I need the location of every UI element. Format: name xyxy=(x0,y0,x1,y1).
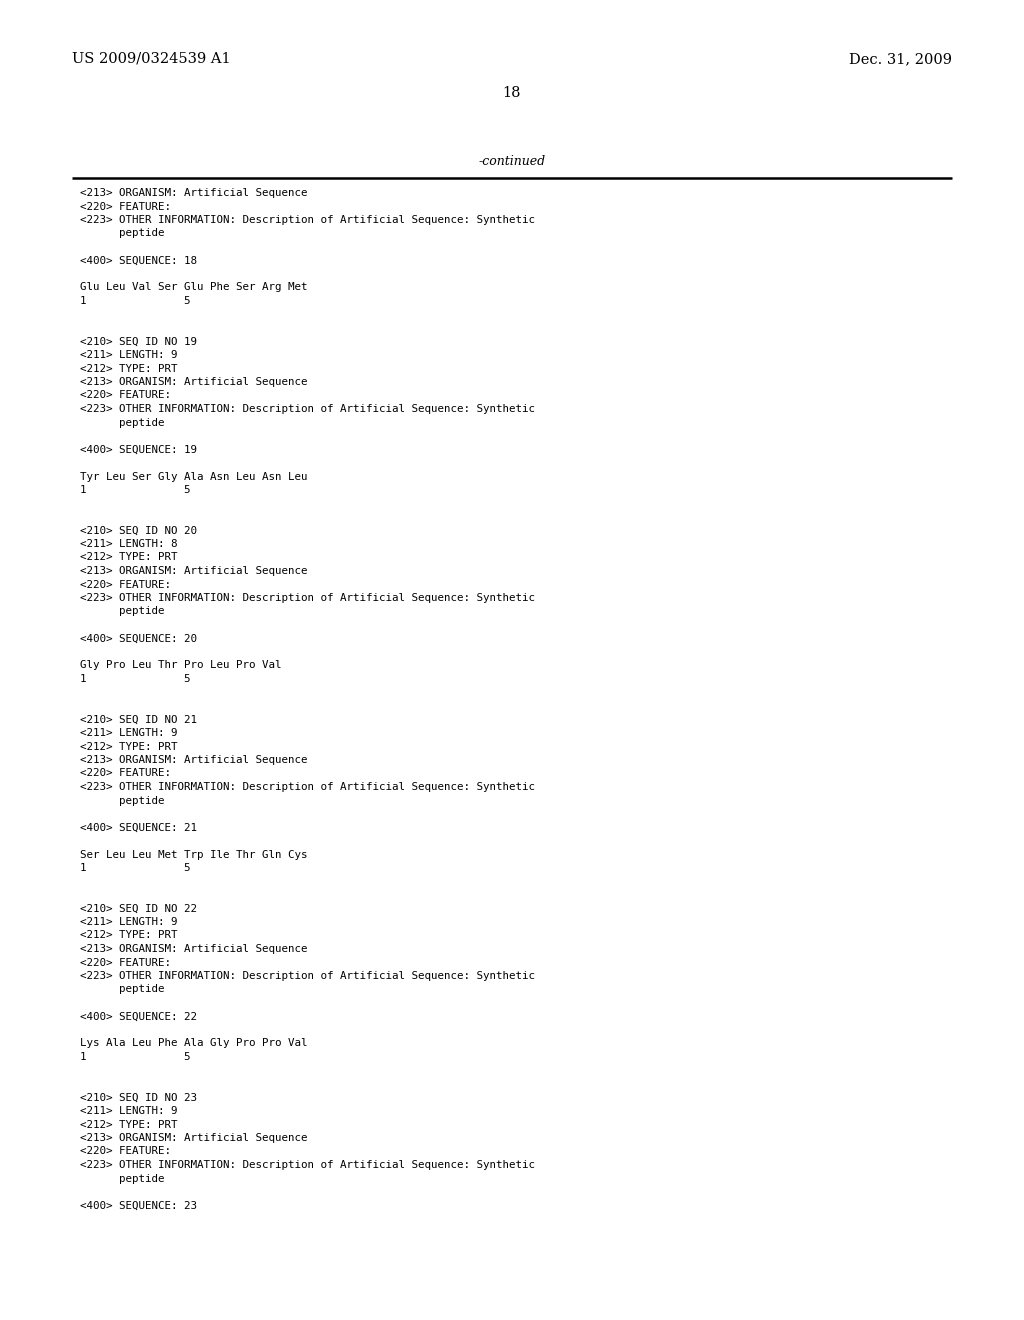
Text: <212> TYPE: PRT: <212> TYPE: PRT xyxy=(80,931,177,940)
Text: Glu Leu Val Ser Glu Phe Ser Arg Met: Glu Leu Val Ser Glu Phe Ser Arg Met xyxy=(80,282,307,293)
Text: 18: 18 xyxy=(503,86,521,100)
Text: 1               5: 1 5 xyxy=(80,675,190,684)
Text: <400> SEQUENCE: 20: <400> SEQUENCE: 20 xyxy=(80,634,197,644)
Text: <213> ORGANISM: Artificial Sequence: <213> ORGANISM: Artificial Sequence xyxy=(80,566,307,576)
Text: <210> SEQ ID NO 23: <210> SEQ ID NO 23 xyxy=(80,1093,197,1102)
Text: <211> LENGTH: 9: <211> LENGTH: 9 xyxy=(80,1106,177,1115)
Text: 1               5: 1 5 xyxy=(80,296,190,306)
Text: Ser Leu Leu Met Trp Ile Thr Gln Cys: Ser Leu Leu Met Trp Ile Thr Gln Cys xyxy=(80,850,307,859)
Text: <212> TYPE: PRT: <212> TYPE: PRT xyxy=(80,742,177,751)
Text: <223> OTHER INFORMATION: Description of Artificial Sequence: Synthetic: <223> OTHER INFORMATION: Description of … xyxy=(80,404,535,414)
Text: <212> TYPE: PRT: <212> TYPE: PRT xyxy=(80,363,177,374)
Text: peptide: peptide xyxy=(80,1173,165,1184)
Text: <220> FEATURE:: <220> FEATURE: xyxy=(80,202,171,211)
Text: 1               5: 1 5 xyxy=(80,484,190,495)
Text: <400> SEQUENCE: 21: <400> SEQUENCE: 21 xyxy=(80,822,197,833)
Text: <223> OTHER INFORMATION: Description of Artificial Sequence: Synthetic: <223> OTHER INFORMATION: Description of … xyxy=(80,593,535,603)
Text: Gly Pro Leu Thr Pro Leu Pro Val: Gly Pro Leu Thr Pro Leu Pro Val xyxy=(80,660,282,671)
Text: <210> SEQ ID NO 19: <210> SEQ ID NO 19 xyxy=(80,337,197,346)
Text: <220> FEATURE:: <220> FEATURE: xyxy=(80,1147,171,1156)
Text: <211> LENGTH: 9: <211> LENGTH: 9 xyxy=(80,729,177,738)
Text: <213> ORGANISM: Artificial Sequence: <213> ORGANISM: Artificial Sequence xyxy=(80,1133,307,1143)
Text: Dec. 31, 2009: Dec. 31, 2009 xyxy=(849,51,952,66)
Text: peptide: peptide xyxy=(80,417,165,428)
Text: <210> SEQ ID NO 20: <210> SEQ ID NO 20 xyxy=(80,525,197,536)
Text: <400> SEQUENCE: 22: <400> SEQUENCE: 22 xyxy=(80,1011,197,1022)
Text: Lys Ala Leu Phe Ala Gly Pro Pro Val: Lys Ala Leu Phe Ala Gly Pro Pro Val xyxy=(80,1039,307,1048)
Text: <220> FEATURE:: <220> FEATURE: xyxy=(80,579,171,590)
Text: <220> FEATURE:: <220> FEATURE: xyxy=(80,391,171,400)
Text: US 2009/0324539 A1: US 2009/0324539 A1 xyxy=(72,51,230,66)
Text: <223> OTHER INFORMATION: Description of Artificial Sequence: Synthetic: <223> OTHER INFORMATION: Description of … xyxy=(80,972,535,981)
Text: <210> SEQ ID NO 21: <210> SEQ ID NO 21 xyxy=(80,714,197,725)
Text: <400> SEQUENCE: 23: <400> SEQUENCE: 23 xyxy=(80,1200,197,1210)
Text: -continued: -continued xyxy=(478,154,546,168)
Text: <220> FEATURE:: <220> FEATURE: xyxy=(80,957,171,968)
Text: <223> OTHER INFORMATION: Description of Artificial Sequence: Synthetic: <223> OTHER INFORMATION: Description of … xyxy=(80,1160,535,1170)
Text: <211> LENGTH: 9: <211> LENGTH: 9 xyxy=(80,350,177,360)
Text: <400> SEQUENCE: 18: <400> SEQUENCE: 18 xyxy=(80,256,197,265)
Text: <213> ORGANISM: Artificial Sequence: <213> ORGANISM: Artificial Sequence xyxy=(80,378,307,387)
Text: 1               5: 1 5 xyxy=(80,1052,190,1063)
Text: <210> SEQ ID NO 22: <210> SEQ ID NO 22 xyxy=(80,903,197,913)
Text: <223> OTHER INFORMATION: Description of Artificial Sequence: Synthetic: <223> OTHER INFORMATION: Description of … xyxy=(80,781,535,792)
Text: 1               5: 1 5 xyxy=(80,863,190,873)
Text: <213> ORGANISM: Artificial Sequence: <213> ORGANISM: Artificial Sequence xyxy=(80,944,307,954)
Text: <212> TYPE: PRT: <212> TYPE: PRT xyxy=(80,1119,177,1130)
Text: <211> LENGTH: 9: <211> LENGTH: 9 xyxy=(80,917,177,927)
Text: <223> OTHER INFORMATION: Description of Artificial Sequence: Synthetic: <223> OTHER INFORMATION: Description of … xyxy=(80,215,535,224)
Text: <220> FEATURE:: <220> FEATURE: xyxy=(80,768,171,779)
Text: Tyr Leu Ser Gly Ala Asn Leu Asn Leu: Tyr Leu Ser Gly Ala Asn Leu Asn Leu xyxy=(80,471,307,482)
Text: peptide: peptide xyxy=(80,606,165,616)
Text: peptide: peptide xyxy=(80,228,165,239)
Text: <213> ORGANISM: Artificial Sequence: <213> ORGANISM: Artificial Sequence xyxy=(80,187,307,198)
Text: <400> SEQUENCE: 19: <400> SEQUENCE: 19 xyxy=(80,445,197,454)
Text: peptide: peptide xyxy=(80,796,165,805)
Text: <212> TYPE: PRT: <212> TYPE: PRT xyxy=(80,553,177,562)
Text: <213> ORGANISM: Artificial Sequence: <213> ORGANISM: Artificial Sequence xyxy=(80,755,307,766)
Text: <211> LENGTH: 8: <211> LENGTH: 8 xyxy=(80,539,177,549)
Text: peptide: peptide xyxy=(80,985,165,994)
